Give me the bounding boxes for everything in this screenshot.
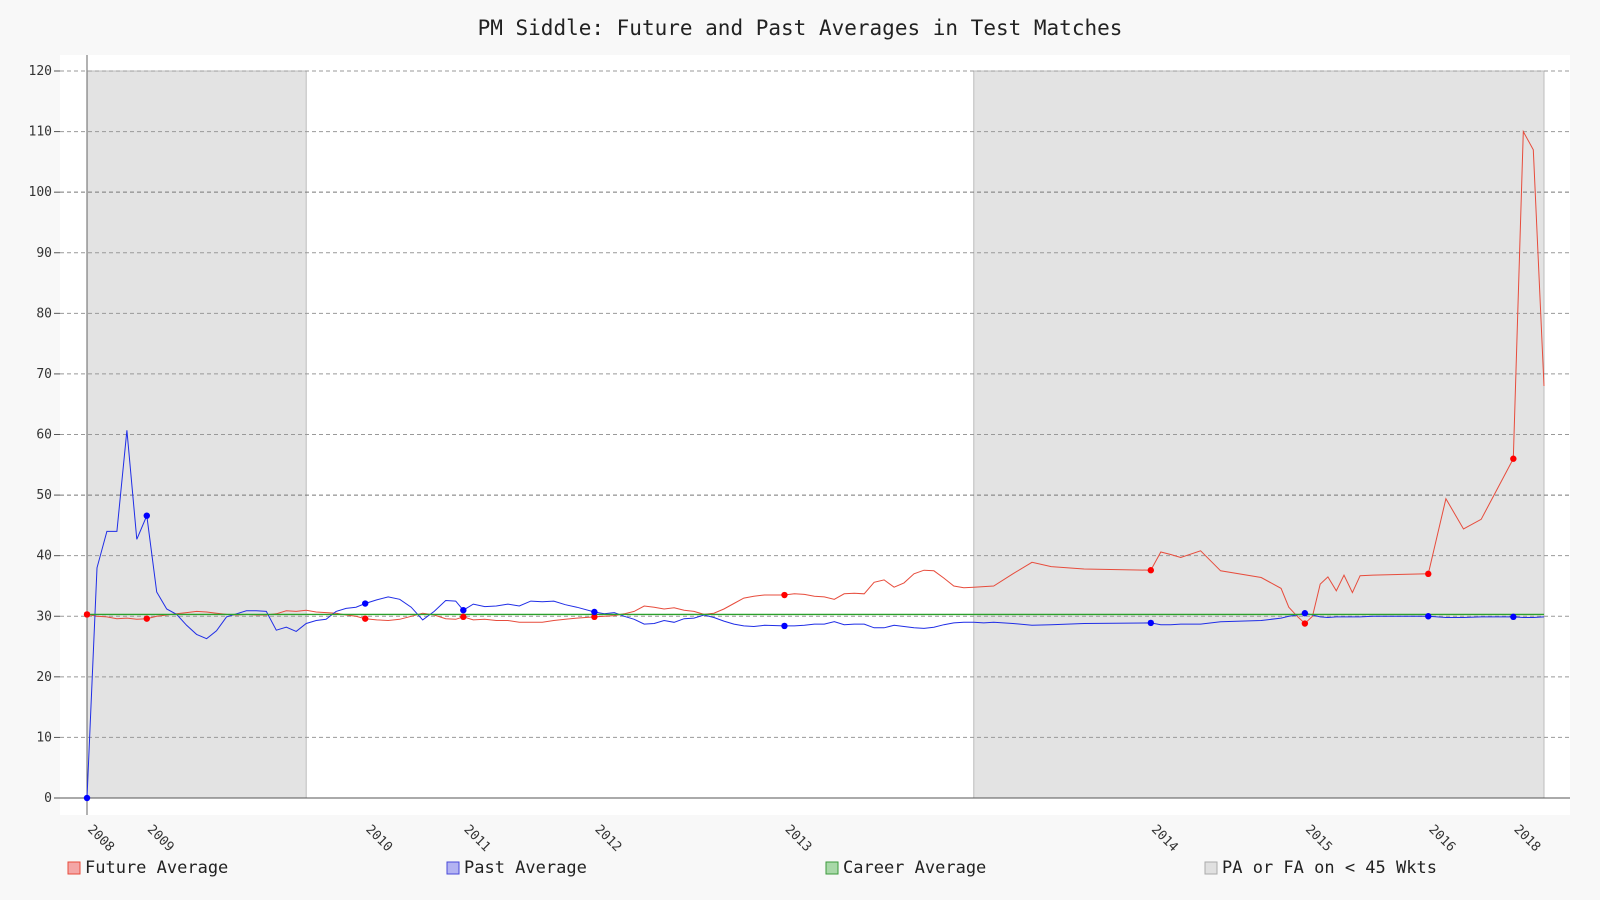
y-tick-label: 60 — [36, 428, 52, 443]
legend: Future Average Past Average Career Average… — [67, 858, 1437, 878]
legend-label: Career Average — [843, 858, 986, 878]
past-average-point — [362, 600, 369, 607]
past-average-point — [591, 608, 598, 616]
x-tick-label: 2016 — [1425, 822, 1458, 855]
y-tick-label: 90 — [36, 246, 52, 261]
future-average-point — [362, 615, 369, 622]
past-average-point — [1301, 610, 1309, 617]
future-average-point — [1510, 455, 1517, 462]
y-tick-label: 0 — [44, 791, 52, 806]
series-markers — [83, 455, 1517, 802]
x-tick-label: 2018 — [1511, 822, 1544, 855]
x-tick-label: 2014 — [1148, 822, 1181, 855]
past-average-point — [1510, 613, 1517, 621]
future-average-point — [781, 591, 788, 599]
legend-swatch — [446, 861, 460, 875]
past-average-point — [460, 606, 467, 614]
y-tick-label: 30 — [36, 609, 52, 624]
legend-label: Past Average — [464, 858, 587, 878]
x-tick-label: 2008 — [84, 822, 117, 855]
past-average-point — [1425, 613, 1432, 620]
future-average-point — [1425, 570, 1432, 578]
y-tick-label: 10 — [36, 730, 52, 745]
future-average-point — [591, 613, 598, 621]
legend-label: PA or FA on < 45 Wkts — [1222, 858, 1437, 878]
x-tick-label: 2012 — [592, 822, 625, 855]
x-axis: 2008 2009 2010 2011 2012 2013 2014 2015 2016 2018 — [84, 822, 1543, 855]
past-average-point — [143, 512, 150, 519]
y-tick-label: 80 — [36, 306, 52, 321]
y-tick-label: 70 — [36, 367, 52, 382]
future-average-point — [143, 615, 150, 622]
future-average-point — [1147, 567, 1155, 574]
series-lines — [86, 129, 1545, 799]
y-tick-label: 50 — [36, 488, 52, 503]
x-tick-label: 2013 — [782, 822, 815, 855]
y-axis: 0 10 20 30 40 50 60 70 80 90 100 110 120 — [29, 55, 1570, 815]
y-tick-label: 110 — [29, 125, 52, 140]
legend-label: Future Average — [85, 858, 228, 878]
legend-swatch — [67, 861, 81, 875]
x-tick-label: 2009 — [144, 822, 177, 855]
y-tick-label: 120 — [29, 64, 52, 79]
x-tick-label: 2011 — [460, 822, 493, 855]
past-average-point — [781, 622, 788, 630]
future-average-point — [83, 611, 91, 618]
past-average-point — [83, 794, 91, 802]
y-tick-label: 100 — [29, 185, 52, 200]
legend-swatch — [825, 861, 839, 875]
chart-title: PM Siddle: Future and Past Averages in T… — [478, 16, 1123, 40]
future-average-point — [1301, 620, 1309, 627]
legend-swatch — [1204, 861, 1218, 875]
future-average-point — [460, 613, 467, 621]
x-tick-label: 2015 — [1302, 822, 1335, 855]
past-average-point — [1147, 619, 1155, 627]
x-tick-label: 2010 — [362, 822, 395, 855]
y-tick-label: 40 — [36, 549, 52, 564]
y-tick-label: 20 — [36, 670, 52, 685]
